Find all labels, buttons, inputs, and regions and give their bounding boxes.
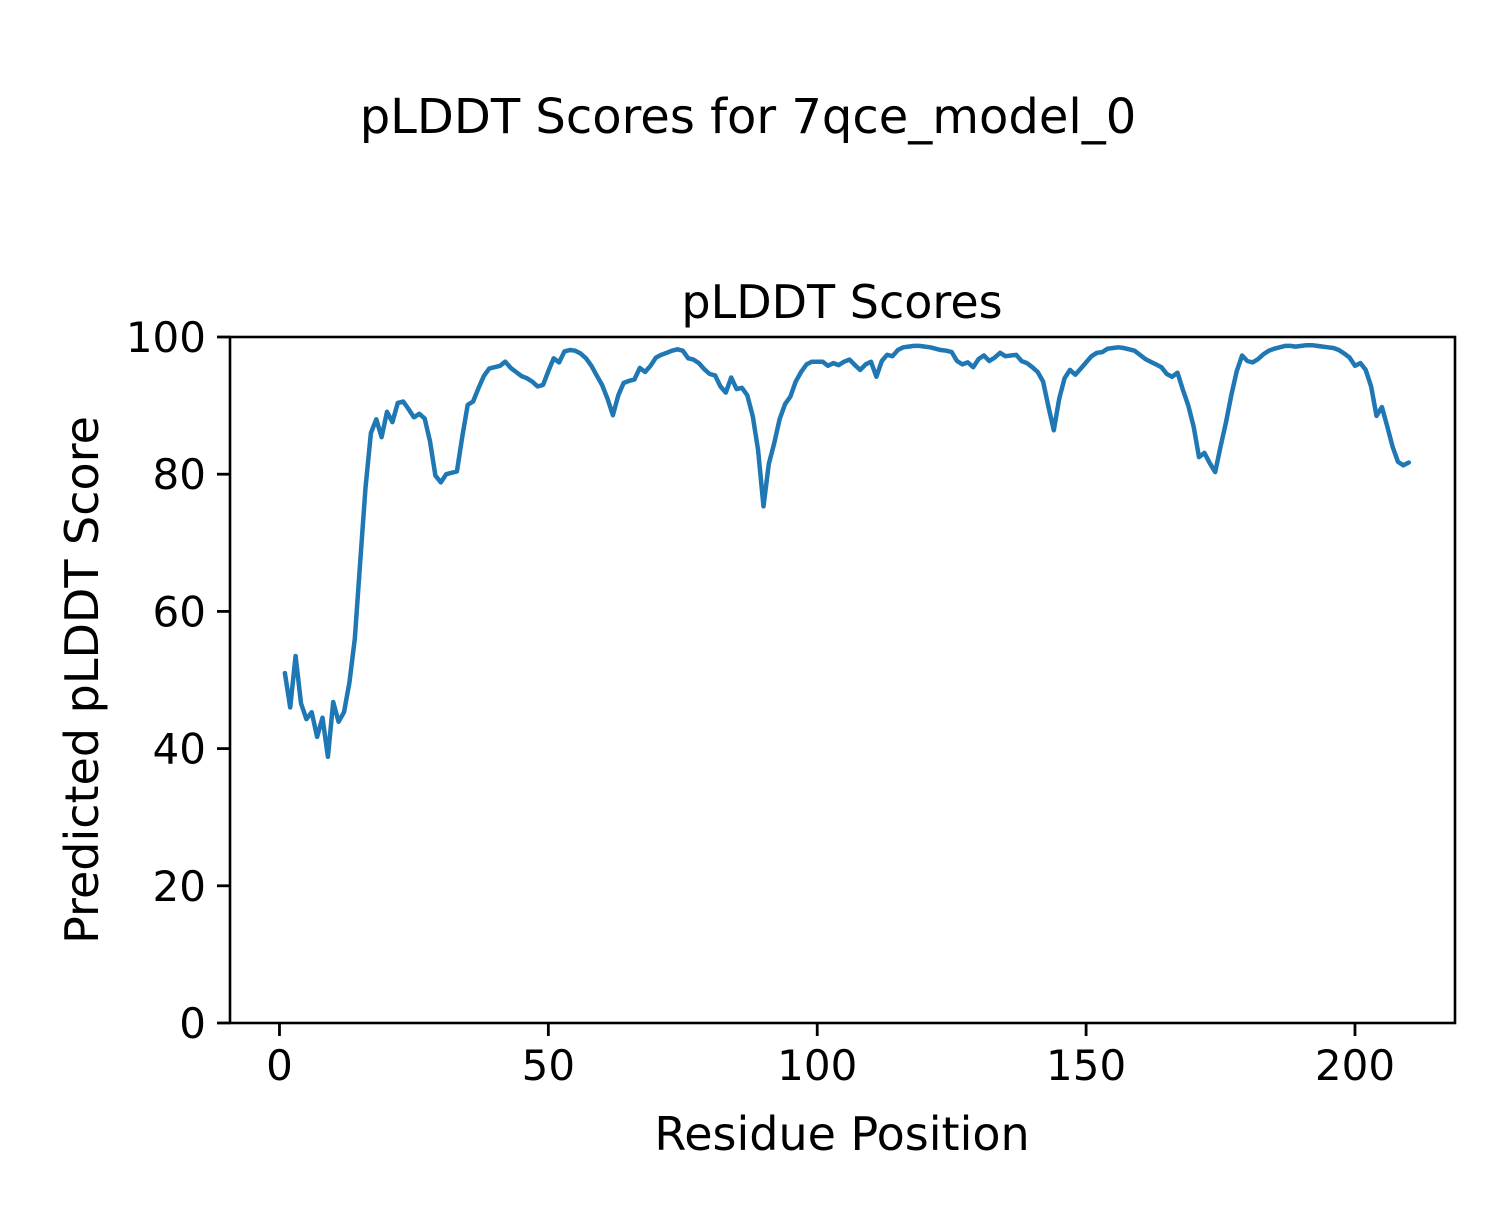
x-tick-label-150: 150: [1046, 1041, 1126, 1090]
axes-title: pLDDT Scores: [681, 275, 1002, 329]
y-tick-label-80: 80: [153, 450, 206, 499]
plddt-score-line: [282, 342, 1412, 760]
y-tick-label-20: 20: [153, 862, 206, 911]
x-tick-label-50: 50: [522, 1041, 575, 1090]
axis-ticks: 0 50 100 150 200 0 20 40 60 80 100: [126, 313, 1395, 1090]
x-tick-label-100: 100: [777, 1041, 857, 1090]
y-tick-label-100: 100: [126, 313, 206, 362]
y-tick-label-40: 40: [153, 725, 206, 774]
y-tick-label-0: 0: [179, 999, 206, 1048]
x-tick-label-0: 0: [266, 1041, 293, 1090]
y-axis-label: Predicted pLDDT Score: [55, 416, 109, 944]
axes-frame: [228, 335, 1457, 1025]
y-tick-label-60: 60: [153, 587, 206, 636]
x-tick-label-200: 200: [1315, 1041, 1395, 1090]
x-axis-label: Residue Position: [654, 1107, 1029, 1161]
figure-title: pLDDT Scores for 7qce_model_0: [360, 89, 1137, 145]
